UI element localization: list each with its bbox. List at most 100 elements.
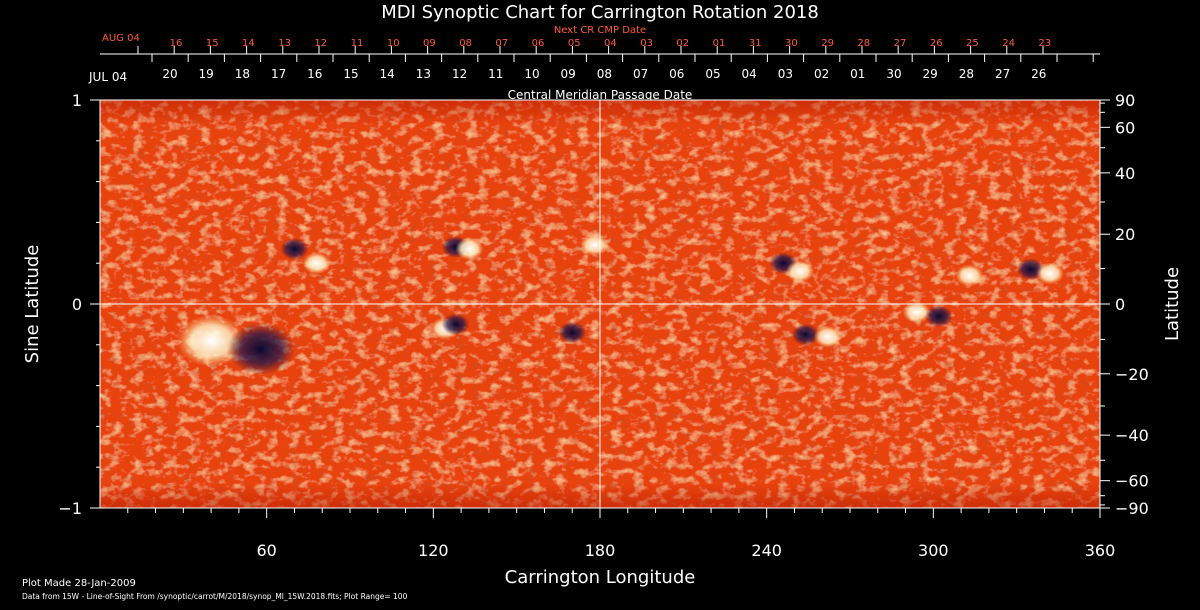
top-date-label: 11: [351, 38, 364, 49]
top-date-label: 23: [1038, 38, 1051, 49]
top-axis-label: Next CR CMP Date: [554, 25, 646, 36]
cmp-date-label: 02: [814, 67, 829, 81]
cmp-date-label: 13: [416, 67, 431, 81]
y-right-tick-label: 20: [1115, 225, 1135, 244]
top-date-label: 03: [640, 38, 653, 49]
top-date-label: 06: [532, 38, 545, 49]
cmp-date-label: 09: [561, 67, 576, 81]
cmp-date-label: 06: [669, 67, 684, 81]
y-right-tick-label: −60: [1115, 472, 1149, 491]
negative-flux-region: [558, 321, 587, 344]
top-date-label: 01: [713, 38, 726, 49]
cmp-axis-label: Central Meridian Passage Date: [508, 88, 693, 102]
cmp-date-label: 28: [959, 67, 974, 81]
y-right-tick-label: −20: [1115, 365, 1149, 384]
cmp-date-label: 16: [307, 67, 322, 81]
magnetogram-map: [100, 100, 1100, 508]
top-date-label: 09: [423, 38, 436, 49]
chart-title: MDI Synoptic Chart for Carrington Rotati…: [381, 2, 819, 23]
positive-flux-region: [902, 301, 931, 324]
cmp-date-label: 07: [633, 67, 648, 81]
cmp-date-label: 05: [705, 67, 720, 81]
y-left-tick-label: 1: [72, 91, 82, 110]
cmp-date-label: 14: [380, 67, 395, 81]
cmp-date-label: 04: [742, 67, 757, 81]
cmp-date-label: 26: [1031, 67, 1046, 81]
y-right-tick-label: −90: [1115, 499, 1149, 518]
top-date-label: 14: [242, 38, 255, 49]
cmp-axis-ticks: 20 19 18 17 16 15 14 13 12 11 10 09 08 07 06 05 04 03 02 01…: [151, 54, 1094, 81]
cmp-date-label: 20: [162, 67, 177, 81]
top-date-label: 05: [568, 38, 581, 49]
positive-flux-region: [455, 237, 484, 260]
data-source-text: Data from 15W - Line-of-Sight From /syno…: [22, 592, 408, 601]
top-date-label: 12: [314, 38, 327, 49]
y-right-tick-label: −40: [1115, 426, 1149, 445]
top-date-label: 26: [930, 38, 943, 49]
x-tick-label: 60: [256, 541, 276, 560]
negative-flux-region: [924, 305, 953, 328]
active-regions: [177, 233, 1064, 375]
top-date-label: 08: [459, 38, 472, 49]
y-axis-left-label: Sine Latitude: [22, 245, 43, 364]
top-date-label: 10: [387, 38, 400, 49]
top-date-label: 30: [785, 38, 798, 49]
negative-flux-region: [791, 323, 820, 346]
y-left-tick-label: 0: [72, 295, 82, 314]
y-axis-right: 90 60 40 20 0 −20 −40 −60 −90: [1100, 91, 1149, 518]
cmp-date-label: 27: [995, 67, 1010, 81]
top-date-label: 25: [966, 38, 979, 49]
x-axis-label: Carrington Longitude: [505, 567, 696, 588]
top-axis-ticks: 16 15 14 13 12 11 10 09 08 07 06 05 04 03 02 01 31 30 29 28…: [137, 38, 1051, 54]
top-date-label: 24: [1002, 38, 1015, 49]
top-date-label: 31: [749, 38, 762, 49]
y-right-tick-label: 90: [1115, 91, 1135, 110]
top-date-axis: Next CR CMP Date AUG 04 16 15 14 13 12 11 10 09…: [100, 25, 1100, 55]
cmp-date-label: 01: [850, 67, 865, 81]
top-date-label: 27: [894, 38, 907, 49]
cmp-date-label: 17: [271, 67, 286, 81]
x-tick-label: 180: [585, 541, 616, 560]
cmp-date-label: 03: [778, 67, 793, 81]
x-tick-label: 300: [918, 541, 949, 560]
cmp-date-label: 12: [452, 67, 467, 81]
top-date-label: 07: [495, 38, 508, 49]
positive-flux-region: [302, 252, 331, 275]
cmp-date-label: 10: [524, 67, 539, 81]
top-date-label: 04: [604, 38, 617, 49]
cmp-date-label: 11: [488, 67, 503, 81]
x-axis: 60 120 180 240 300 360: [127, 508, 1116, 560]
plot-made-text: Plot Made 28-Jan-2009: [22, 578, 136, 589]
top-date-label: 02: [676, 38, 689, 49]
top-date-label: 13: [278, 38, 291, 49]
x-tick-label: 360: [1085, 541, 1116, 560]
cmp-axis-start-label: JUL 04: [88, 70, 127, 84]
negative-flux-region: [227, 322, 296, 375]
cmp-date-label: 19: [199, 67, 214, 81]
top-date-label: 16: [170, 38, 183, 49]
cmp-date-label: 18: [235, 67, 250, 81]
x-tick-label: 120: [418, 541, 449, 560]
positive-flux-region: [813, 325, 842, 348]
cmp-date-label: 08: [597, 67, 612, 81]
top-date-label: 29: [821, 38, 834, 49]
negative-flux-region: [441, 313, 470, 336]
y-right-tick-label: 60: [1115, 118, 1135, 137]
y-axis-right-label: Latitude: [1162, 267, 1183, 341]
top-axis-start-label: AUG 04: [102, 33, 140, 44]
positive-flux-region: [1036, 262, 1064, 285]
cmp-date-label: 30: [886, 67, 901, 81]
y-axis-left: −1 0 1: [58, 91, 100, 518]
y-right-tick-label: 40: [1115, 164, 1135, 183]
cmp-date-label: 15: [343, 67, 358, 81]
positive-flux-region: [955, 264, 984, 287]
x-tick-label: 240: [751, 541, 782, 560]
cmp-date-axis: JUL 04 20 19 18 17 16 15 14 13 12 11 10 09 08 07 06 05 0…: [88, 54, 1094, 102]
top-date-label: 15: [206, 38, 219, 49]
negative-flux-region: [280, 237, 309, 260]
cmp-date-label: 29: [923, 67, 938, 81]
y-right-tick-label: 0: [1115, 295, 1125, 314]
positive-flux-region: [580, 233, 609, 256]
positive-flux-region: [786, 260, 814, 283]
